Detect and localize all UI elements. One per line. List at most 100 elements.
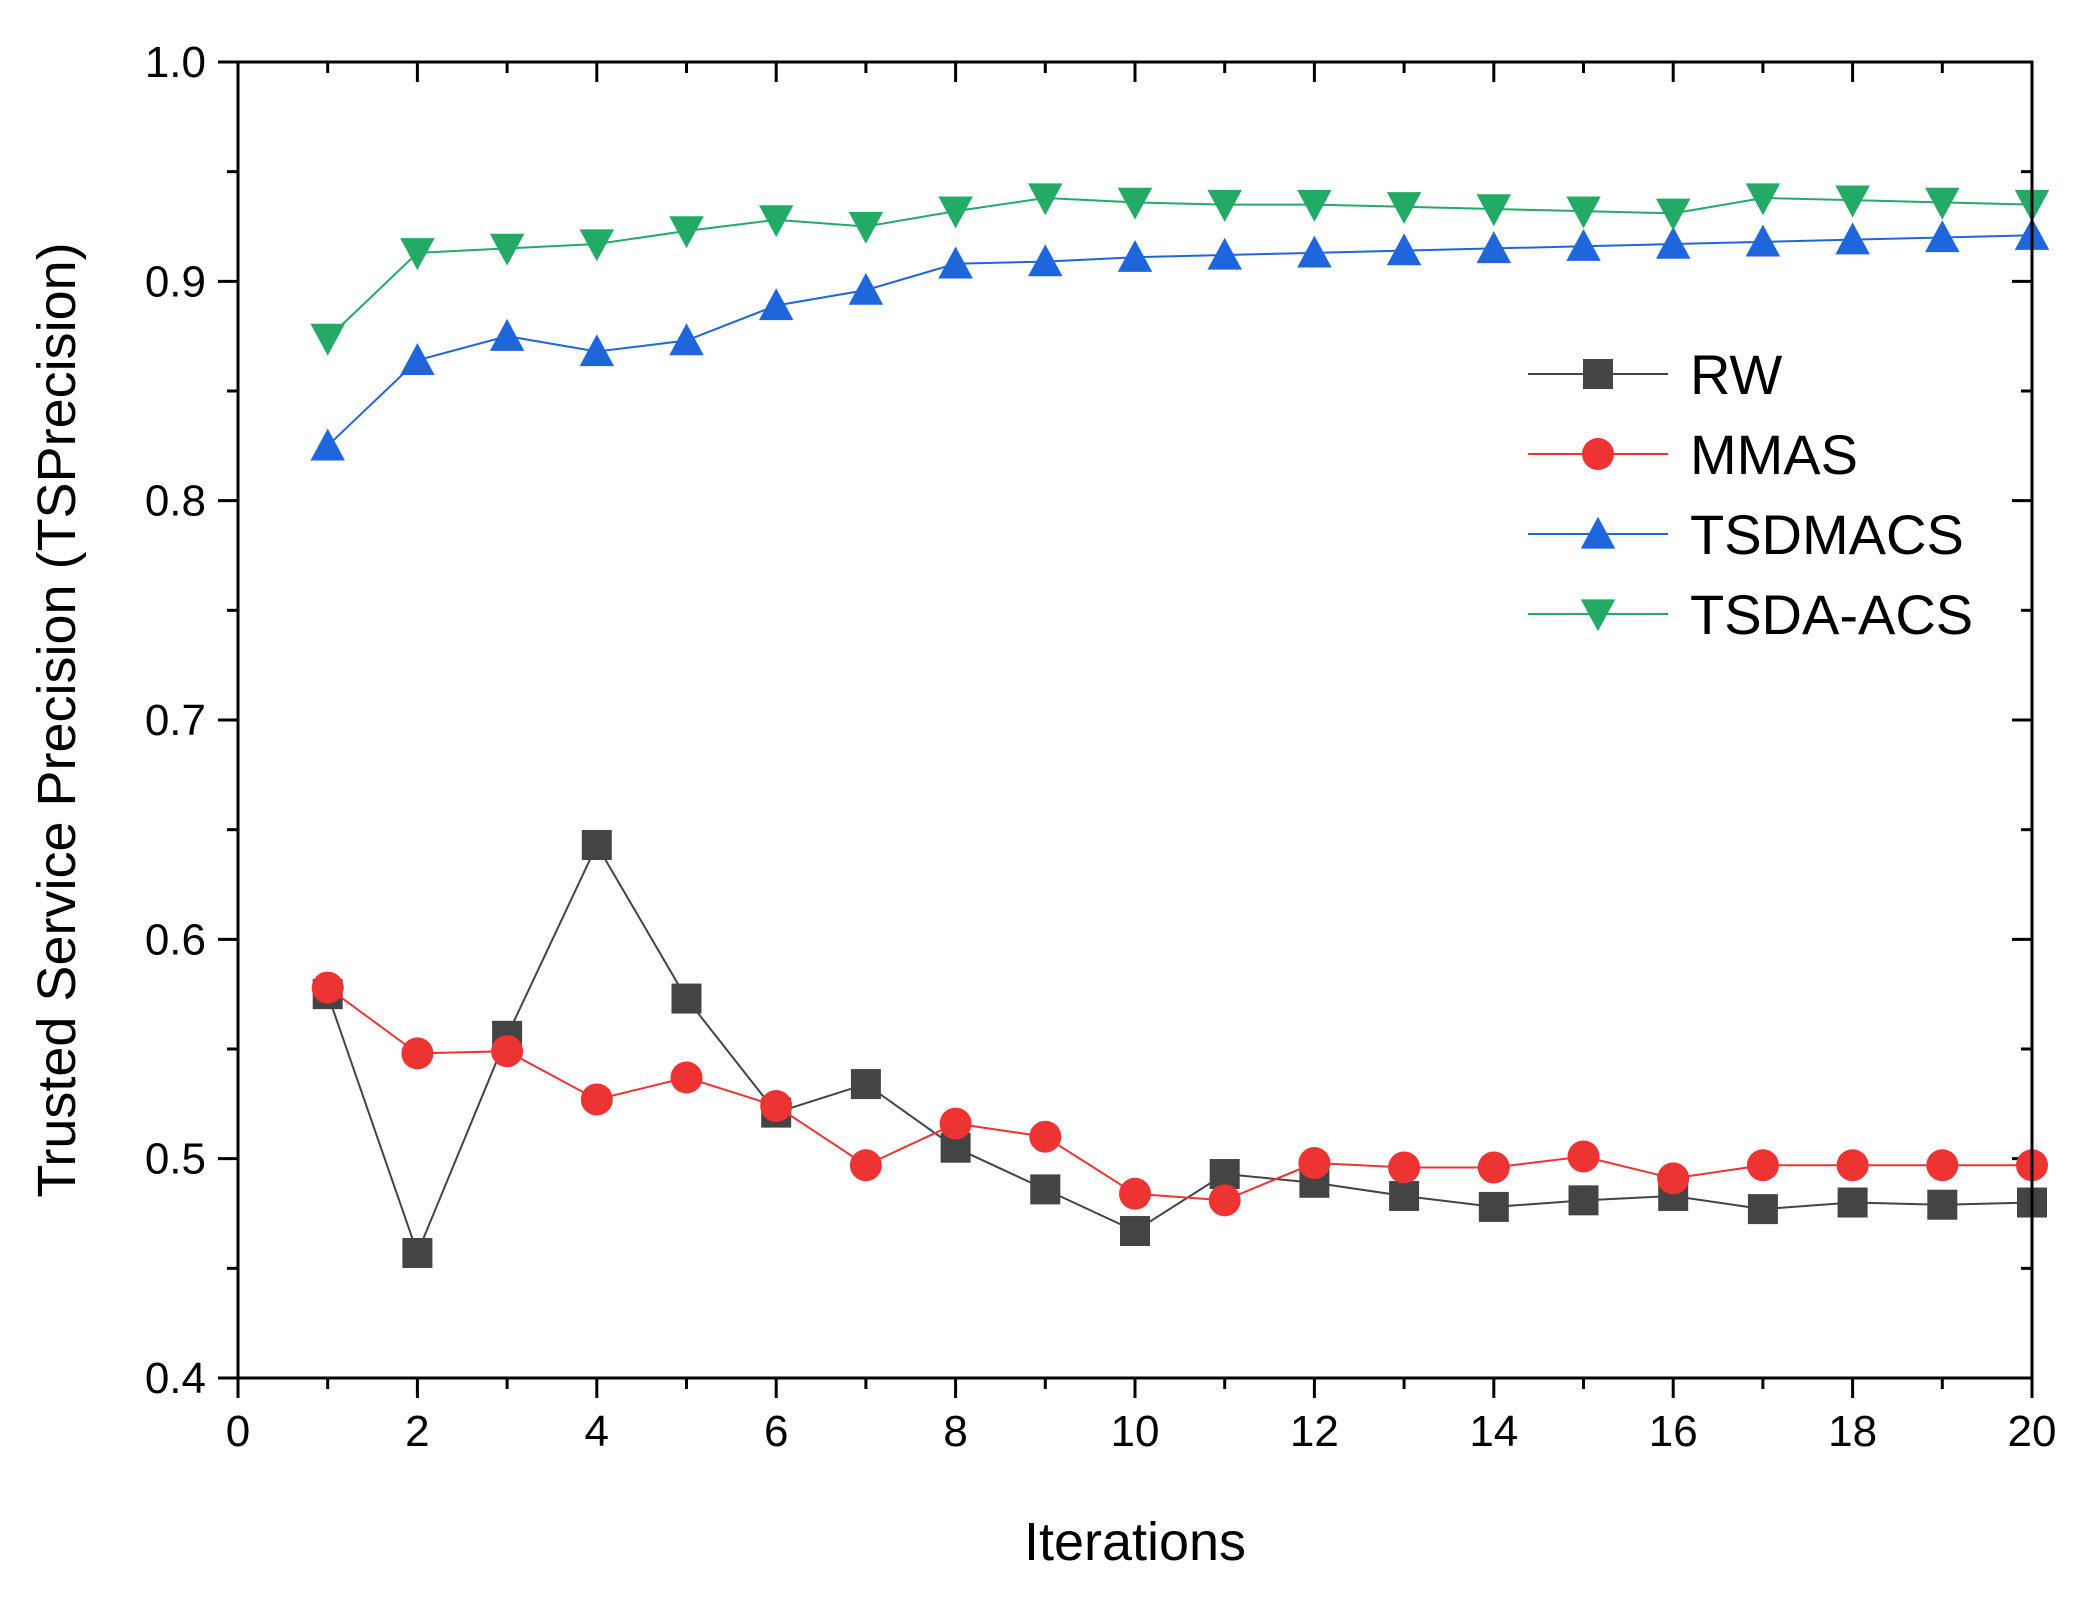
data-point (1745, 224, 1781, 257)
data-point (579, 229, 615, 262)
data-point (400, 343, 435, 375)
data-point (669, 216, 704, 249)
data-point (1655, 198, 1691, 231)
x-tick-label: 16 (1649, 1407, 1698, 1456)
series-tsda-acs (310, 183, 2050, 356)
series-line (326, 842, 2033, 1256)
x-tick-label: 8 (943, 1407, 967, 1456)
data-point (1476, 194, 1512, 227)
series-line (327, 196, 2033, 340)
plot-frame (236, 60, 2034, 1380)
data-point (670, 1061, 703, 1094)
data-point (938, 196, 973, 229)
data-point (850, 1069, 881, 1100)
data-point (581, 830, 612, 861)
data-point (579, 334, 615, 367)
legend-marker (1580, 516, 1616, 549)
data-point (402, 1237, 433, 1268)
series-rw (312, 830, 2047, 1268)
data-point (400, 238, 435, 271)
legend-label: RW (1690, 343, 1782, 406)
series-tsdmacs (310, 218, 2050, 461)
data-point (401, 1037, 434, 1070)
y-tick-label: 0.7 (145, 696, 206, 745)
data-point (1927, 1189, 1958, 1220)
data-point (848, 272, 884, 305)
data-point (1030, 1174, 1061, 1205)
x-tick-label: 14 (1469, 1407, 1518, 1456)
y-axis-title: Trusted Service Precision (TSPrecision) (27, 242, 87, 1197)
data-point (849, 1149, 882, 1182)
x-tick-label: 4 (585, 1407, 609, 1456)
data-point (1297, 235, 1332, 268)
legend-marker (1583, 359, 1613, 389)
data-point (1476, 231, 1512, 264)
x-tick-label: 6 (764, 1407, 788, 1456)
y-tick-label: 0.6 (145, 915, 206, 964)
data-point (848, 211, 884, 244)
data-point (671, 983, 702, 1014)
y-tick-label: 0.9 (145, 257, 206, 306)
data-point (1926, 1149, 1959, 1182)
data-point (1208, 1184, 1241, 1217)
data-point (1120, 1216, 1150, 1247)
data-point (1386, 192, 1422, 225)
data-point (1745, 183, 1781, 216)
data-point (760, 1090, 793, 1123)
data-point (489, 318, 525, 351)
series-group (310, 183, 2050, 1268)
y-tick-label: 0.5 (145, 1135, 206, 1184)
data-point (1028, 183, 1063, 216)
legend-label: TSDMACS (1690, 503, 1964, 566)
legend-item: TSDA-ACS (1528, 583, 1973, 646)
data-point (1297, 189, 1332, 222)
data-point (939, 1107, 972, 1140)
data-point (1117, 187, 1153, 220)
legend-item: RW (1528, 343, 1782, 406)
data-point (1836, 1149, 1869, 1182)
data-point (491, 1035, 524, 1068)
data-point (1207, 237, 1242, 270)
data-point (1478, 1191, 1509, 1222)
x-tick-label: 20 (2008, 1407, 2057, 1456)
data-point (758, 205, 794, 238)
x-axis-title: Iterations (1024, 1512, 1246, 1572)
data-point (1389, 1180, 1420, 1211)
legend-label: TSDA-ACS (1690, 583, 1973, 646)
data-point (1925, 187, 1960, 220)
x-tick-label: 10 (1111, 1407, 1160, 1456)
legend-marker (1582, 438, 1614, 470)
data-point (1207, 189, 1242, 222)
data-point (938, 246, 973, 279)
data-point (1477, 1151, 1510, 1184)
data-point (758, 288, 794, 321)
x-tick-label: 18 (1828, 1407, 1877, 1456)
legend-item: TSDMACS (1528, 503, 1964, 566)
data-point (1029, 1120, 1062, 1153)
legend-item: MMAS (1528, 423, 1858, 486)
data-point (1746, 1149, 1779, 1182)
data-point (1028, 244, 1063, 277)
series-line (327, 234, 2033, 447)
data-point (1119, 1177, 1151, 1210)
legend-label: MMAS (1690, 423, 1858, 486)
data-point (580, 1083, 613, 1116)
data-point (1925, 220, 1960, 253)
data-point (1747, 1194, 1778, 1225)
data-point (1567, 1140, 1600, 1173)
data-point (489, 233, 525, 266)
data-point (1835, 185, 1870, 218)
data-point (1388, 1151, 1421, 1184)
data-point (1209, 1159, 1240, 1190)
y-tick-label: 0.4 (145, 1354, 206, 1403)
data-point (311, 971, 344, 1004)
data-point (310, 428, 345, 461)
data-point (1655, 226, 1691, 259)
x-tick-label: 2 (405, 1407, 429, 1456)
data-point (1117, 239, 1153, 272)
data-point (1568, 1185, 1599, 1216)
data-point (669, 323, 704, 356)
data-point (310, 323, 345, 356)
legend: RW MMAS TSDMACS TSDA-ACS (1528, 343, 1973, 646)
data-point (1837, 1187, 1868, 1218)
